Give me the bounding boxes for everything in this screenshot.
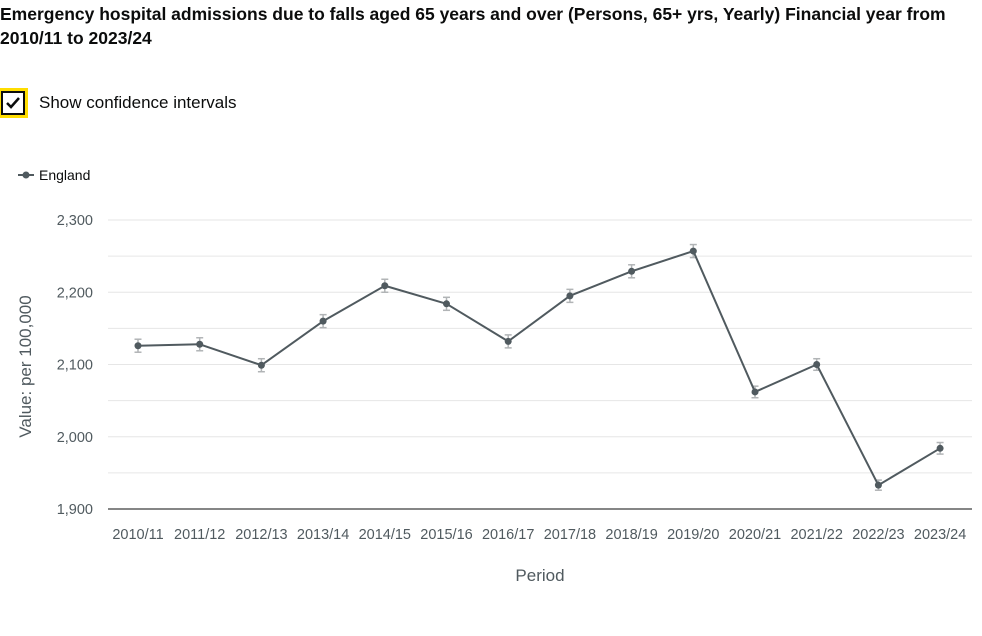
data-point xyxy=(566,292,574,300)
y-tick-label: 2,100 xyxy=(57,358,93,374)
x-tick-label: 2019/20 xyxy=(667,527,719,543)
x-tick-label: 2013/14 xyxy=(297,527,349,543)
chart-gridlines xyxy=(108,219,972,510)
data-point xyxy=(689,247,697,255)
x-tick-label: 2015/16 xyxy=(420,527,472,543)
confidence-interval-bars xyxy=(134,243,944,491)
series-line xyxy=(137,250,941,487)
data-point xyxy=(257,361,265,369)
confidence-intervals-label: Show confidence intervals xyxy=(39,93,237,112)
x-tick-label: 2020/21 xyxy=(729,527,781,543)
x-tick-label: 2011/12 xyxy=(174,527,225,543)
data-point xyxy=(443,300,450,308)
data-point xyxy=(751,388,759,396)
y-tick-label: 2,200 xyxy=(57,285,93,301)
y-tick-label: 2,000 xyxy=(57,430,93,446)
chart-legend: England xyxy=(18,167,90,183)
x-tick-label: 2016/17 xyxy=(482,527,534,543)
x-tick-label: 2012/13 xyxy=(235,527,287,543)
y-tick-label: 1,900 xyxy=(57,502,93,518)
data-points xyxy=(134,247,944,489)
x-axis-ticks: 2010/11 2011/12 2012/13 2013/14 2014/15 2015/… xyxy=(112,527,966,543)
y-axis-ticks: 1,900 2,000 2,100 2,200 2,300 xyxy=(57,213,93,518)
legend-label-england: England xyxy=(39,167,90,183)
data-point xyxy=(381,282,389,290)
data-point xyxy=(936,444,944,452)
legend-marker xyxy=(22,171,30,179)
line-chart: England 1,900 2,000 2,100 2,200 2,300 2010/1… xyxy=(16,167,972,585)
x-tick-label: 2017/18 xyxy=(544,527,596,543)
y-axis-title: Value: per 100,000 xyxy=(16,295,35,437)
confidence-intervals-toggle[interactable]: Show confidence intervals xyxy=(0,88,237,118)
x-tick-label: 2018/19 xyxy=(605,527,657,543)
data-point xyxy=(196,340,204,348)
x-tick-label: 2023/24 xyxy=(914,527,966,543)
x-tick-label: 2021/22 xyxy=(790,527,842,543)
series-line-england xyxy=(137,250,941,487)
data-point xyxy=(813,361,821,368)
data-point xyxy=(134,342,142,350)
data-point xyxy=(504,337,512,345)
checkmark-icon xyxy=(6,97,20,109)
data-point xyxy=(874,481,882,489)
data-point xyxy=(628,267,636,275)
chart-title: Emergency hospital admissions due to fal… xyxy=(0,4,946,48)
x-axis-title: Period xyxy=(515,566,564,585)
x-tick-label: 2010/11 xyxy=(112,527,163,543)
x-tick-label: 2014/15 xyxy=(359,527,411,543)
x-tick-label: 2022/23 xyxy=(852,527,904,543)
confidence-intervals-checkbox[interactable] xyxy=(0,88,28,118)
data-point xyxy=(319,317,327,325)
y-tick-label: 2,300 xyxy=(57,213,93,229)
